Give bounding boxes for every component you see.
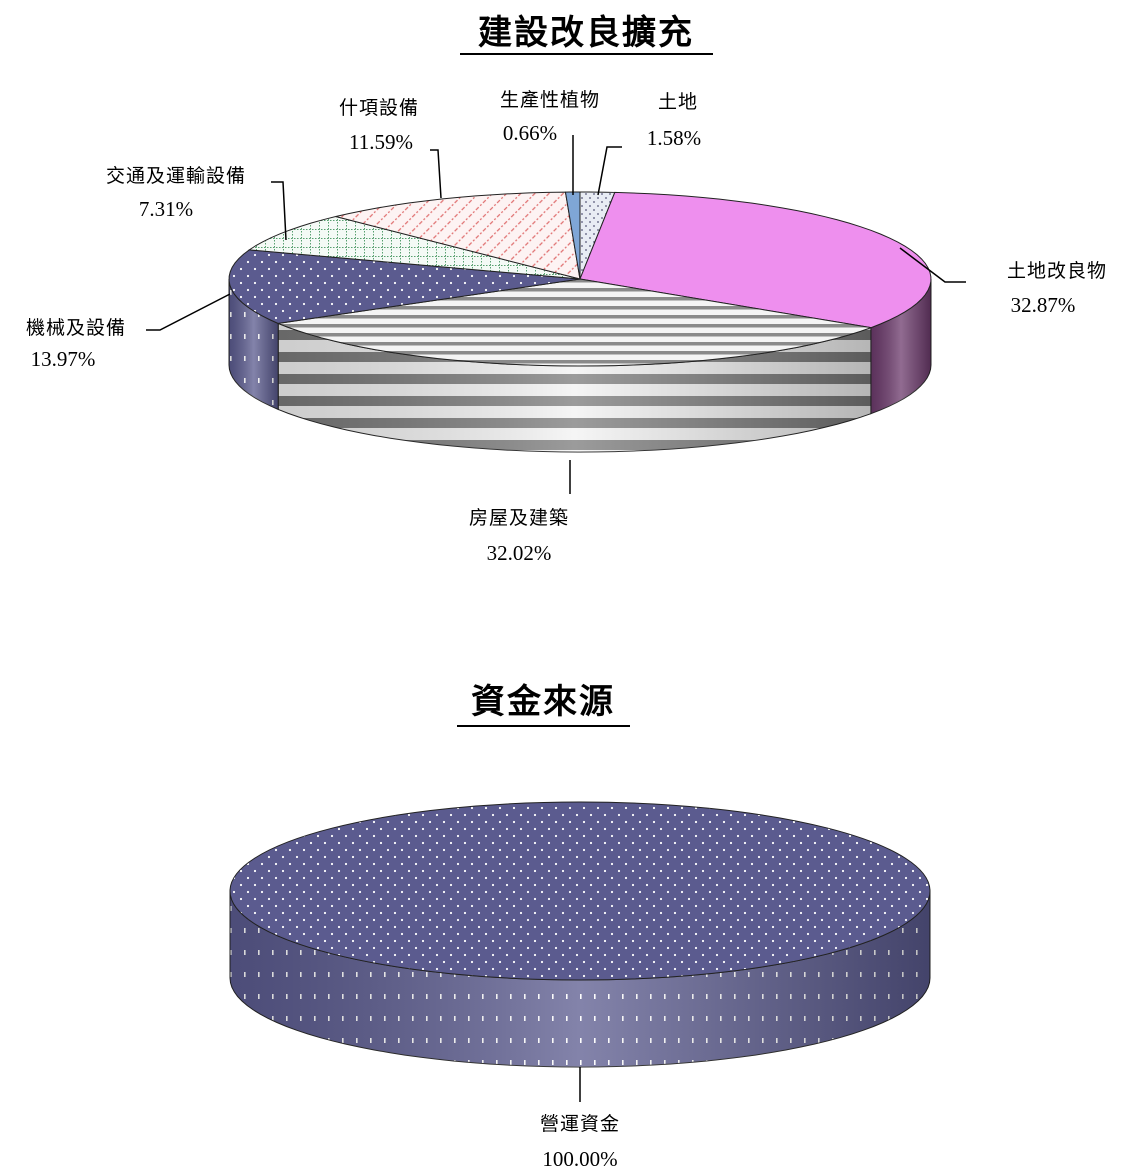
slice-0-5 xyxy=(335,191,581,280)
slice-name-label-0-5: 什項設備 xyxy=(339,97,419,119)
slice-side-shade-1-0 xyxy=(230,891,930,1067)
leader-line-0-3 xyxy=(146,293,231,331)
chart-1-labels: 土地 1.58% 土地改良物 32.87% 房屋及建築 32.02% 機械及設備 13.97%… xyxy=(26,89,1107,565)
chart-2-slices xyxy=(229,801,931,981)
slice-name-label-0-2: 房屋及建築 xyxy=(469,507,569,529)
leader-line-0-1 xyxy=(899,247,966,283)
chart-2-title: 資金來源 xyxy=(471,682,615,722)
slice-pct-label-0-1: 32.87% xyxy=(1011,293,1076,317)
chart-1: 建設改良擴充 土地 1.58% 土地改良物 32.87% 房屋及建築 32.02% 機械及設… xyxy=(26,13,1107,565)
slice-0-3 xyxy=(228,249,581,324)
chart-1-title: 建設改良擴充 xyxy=(478,13,694,53)
slice-name-label-0-4: 交通及運輸設備 xyxy=(106,165,246,187)
slice-name-label-0-3: 機械及設備 xyxy=(26,317,126,339)
leader-line-0-5 xyxy=(430,149,442,199)
chart-1-slices xyxy=(228,191,932,367)
chart-2-labels: 營運資金 100.00% xyxy=(540,1067,620,1171)
slice-pct-label-0-2: 32.02% xyxy=(487,541,552,565)
slice-pct-label-0-5: 11.59% xyxy=(349,130,413,154)
slice-side-shade-0-1 xyxy=(870,279,931,414)
slice-pct-label-1-0: 100.00% xyxy=(542,1147,617,1171)
slice-name-label-0-0: 土地 xyxy=(658,91,698,113)
slice-pct-label-0-0: 1.58% xyxy=(647,126,701,150)
slice-pct-label-0-3: 13.97% xyxy=(31,347,96,371)
slice-side-shade-0-2 xyxy=(278,323,871,452)
chart-2: 資金來源 營運資金 100.00% xyxy=(229,682,931,1171)
slice-side-shade-0-3 xyxy=(229,279,279,410)
slice-0-1 xyxy=(579,191,932,329)
leader-line-0-0 xyxy=(597,146,622,196)
slice-0-2 xyxy=(276,278,872,367)
slice-pct-label-0-6: 0.66% xyxy=(503,121,557,145)
slice-name-label-0-6: 生產性植物 xyxy=(500,89,600,111)
slice-name-label-0-1: 土地改良物 xyxy=(1007,260,1107,282)
slice-name-label-1-0: 營運資金 xyxy=(540,1113,620,1135)
chart-1-sides xyxy=(228,278,932,453)
slice-1-0 xyxy=(229,801,931,981)
slice-pct-label-0-4: 7.31% xyxy=(139,197,193,221)
leader-line-0-4 xyxy=(271,181,287,241)
